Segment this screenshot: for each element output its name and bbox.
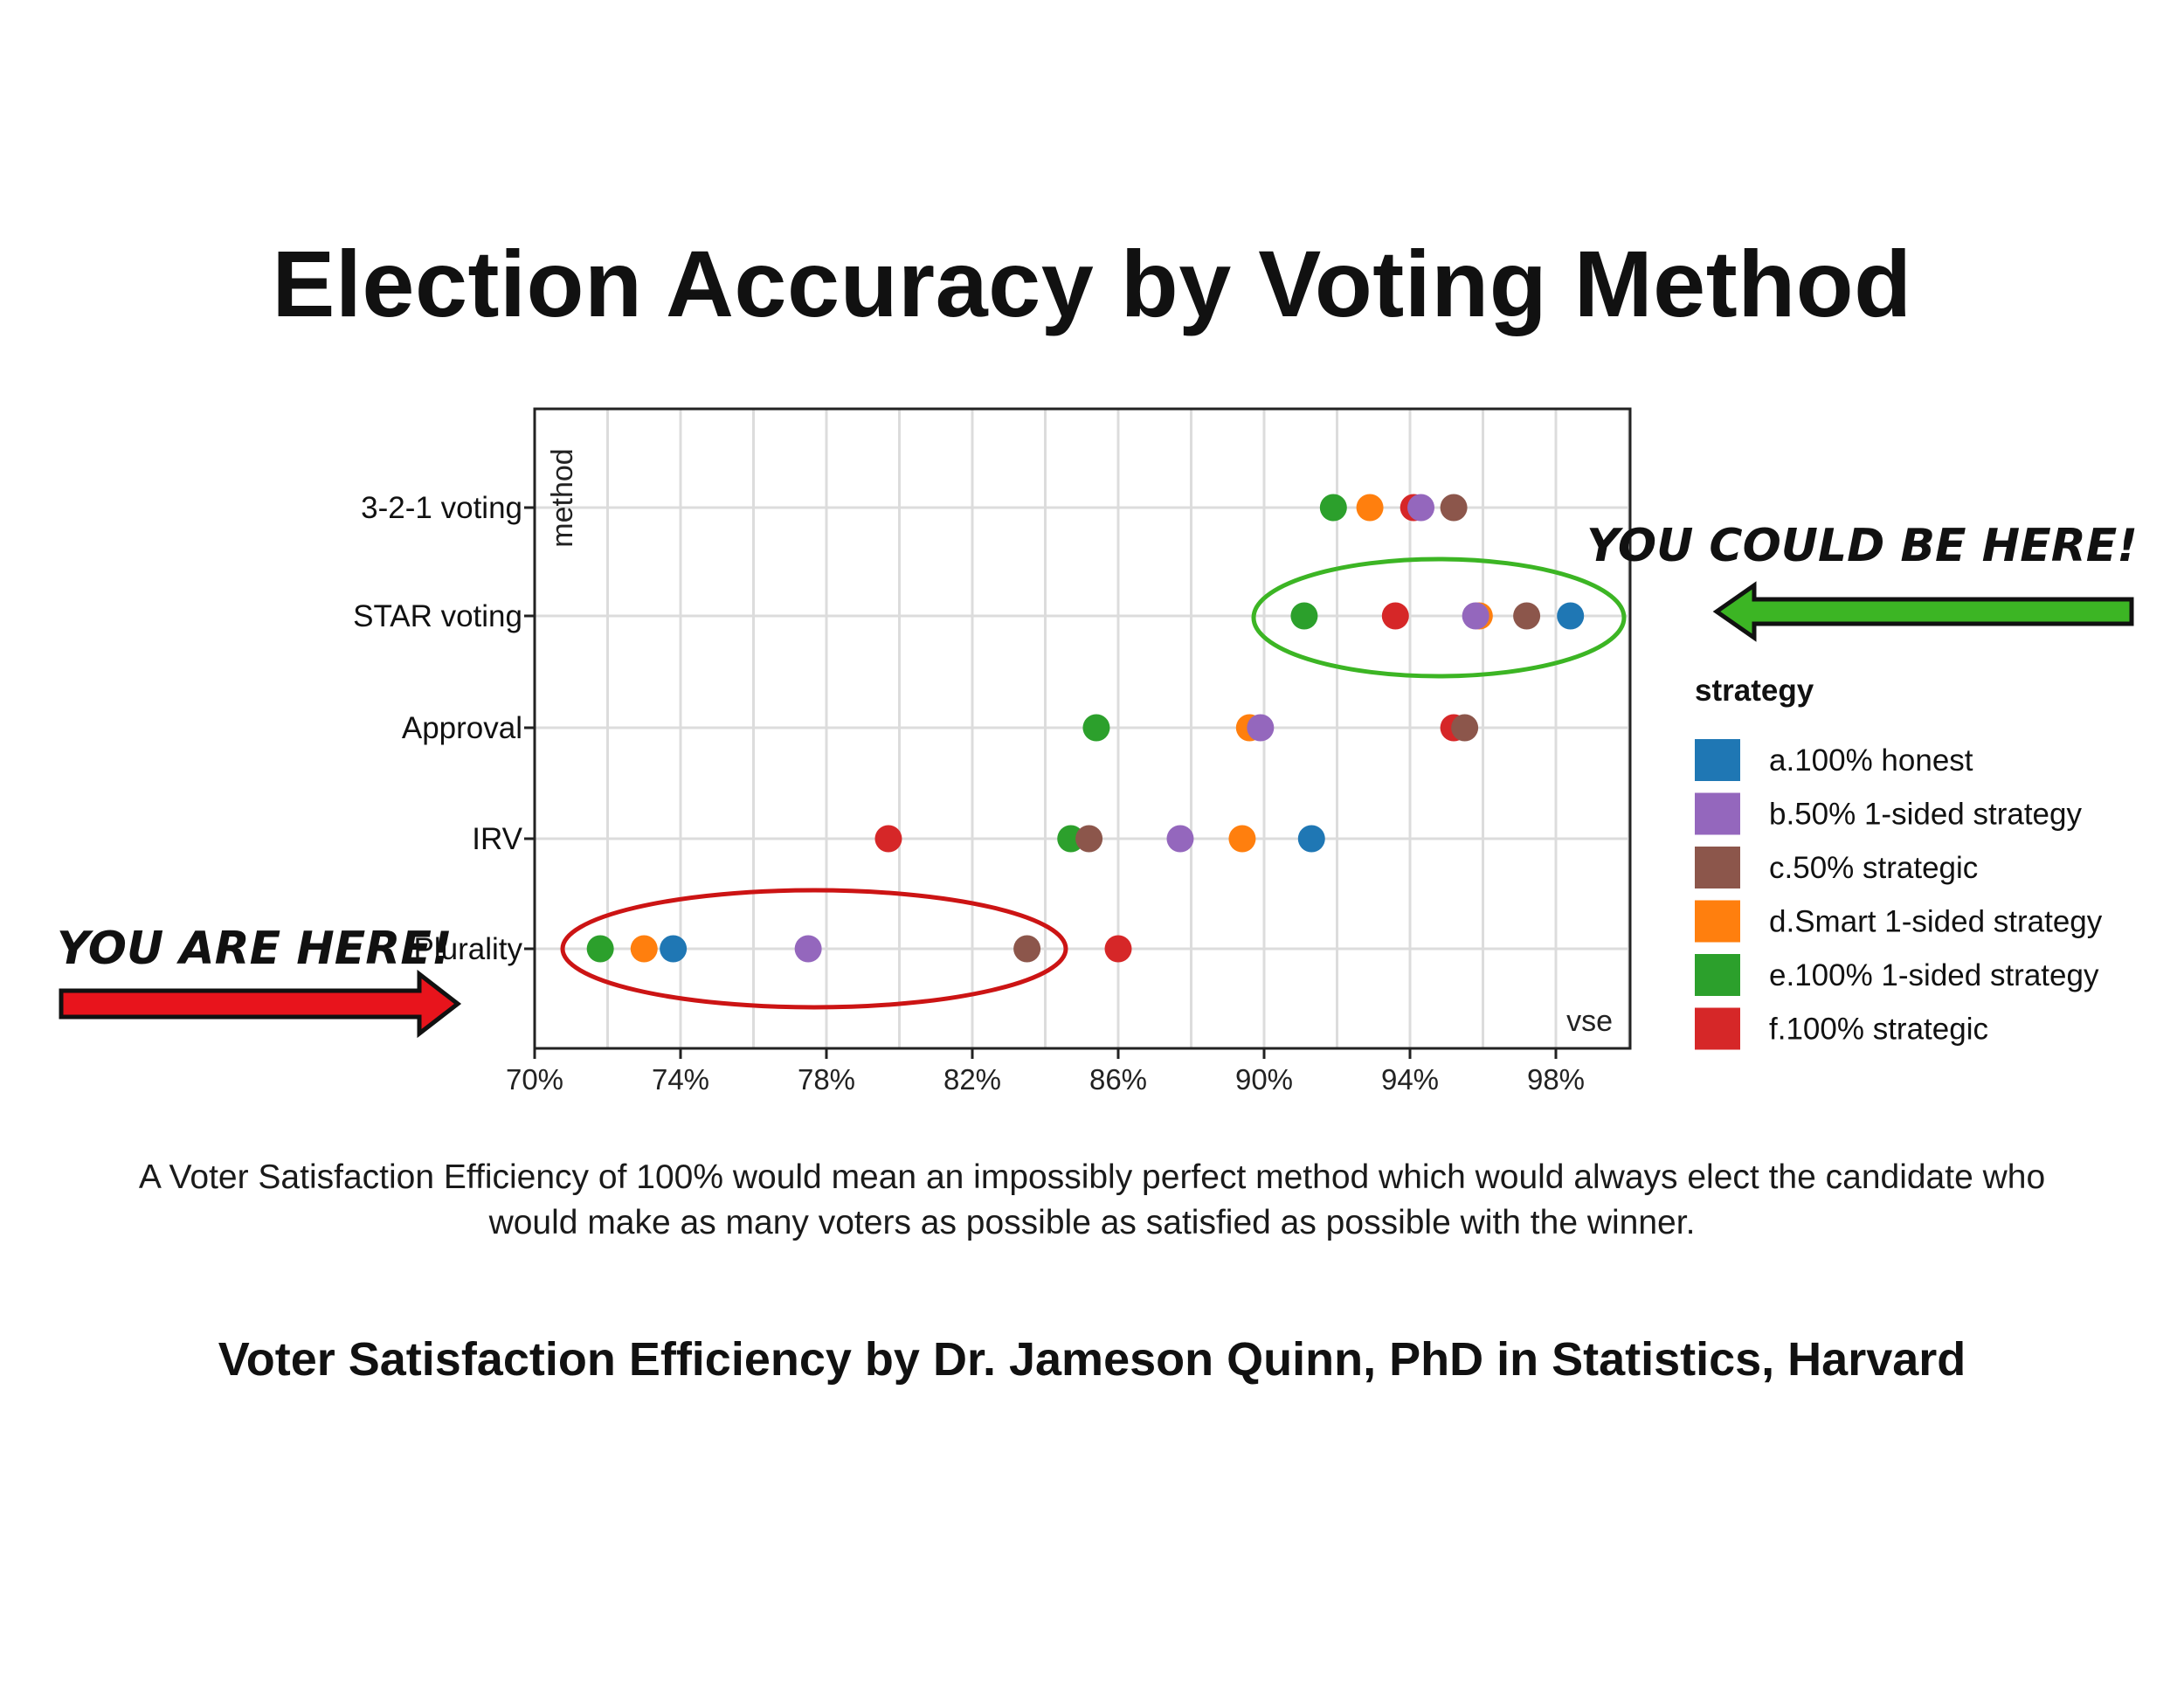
legend-label: c.50% strategic xyxy=(1769,851,1978,885)
data-point xyxy=(1297,825,1325,853)
data-point xyxy=(1319,494,1347,522)
legend-label: e.100% 1-sided strategy xyxy=(1769,958,2099,992)
y-tick-label: STAR voting xyxy=(353,599,522,633)
red-arrow-icon xyxy=(59,969,462,1039)
legend-swatch xyxy=(1695,900,1740,943)
chart-title: Election Accuracy by Voting Method xyxy=(272,231,1912,336)
legend-title: strategy xyxy=(1695,674,1814,708)
data-points xyxy=(586,494,1585,963)
x-tick-label: 98% xyxy=(1527,1063,1585,1096)
data-point xyxy=(1075,825,1103,853)
data-point xyxy=(1247,714,1275,742)
data-point xyxy=(1407,494,1435,522)
plot-frame xyxy=(533,407,1632,1050)
legend-swatch xyxy=(1695,1007,1740,1050)
credit-line: Voter Satisfaction Efficiency by Dr. Jam… xyxy=(218,1333,1966,1386)
x-tick-label: 90% xyxy=(1235,1063,1293,1096)
data-point xyxy=(1082,714,1110,742)
data-point xyxy=(1104,935,1132,963)
data-point xyxy=(1356,494,1384,522)
data-point xyxy=(1451,714,1479,742)
data-point xyxy=(1440,494,1468,522)
data-point xyxy=(1290,602,1318,630)
x-tick-label: 94% xyxy=(1381,1063,1439,1096)
data-point xyxy=(1381,602,1409,630)
plurality-highlight-ellipse xyxy=(560,888,1068,1010)
data-point xyxy=(1228,825,1256,853)
data-point xyxy=(586,935,614,963)
data-point xyxy=(1513,602,1541,630)
y-tick-label: 3-2-1 voting xyxy=(361,491,522,525)
data-point xyxy=(1557,602,1585,630)
data-point xyxy=(1013,935,1041,963)
legend-swatch xyxy=(1695,739,1740,781)
data-point xyxy=(794,935,822,963)
y-axis-label: method xyxy=(546,448,579,547)
star-highlight-ellipse xyxy=(1251,557,1627,679)
legend-swatch xyxy=(1695,792,1740,835)
you-could-be-here-label: YOU COULD BE HERE! xyxy=(1586,520,2138,572)
legend-label: b.50% 1-sided strategy xyxy=(1769,798,2082,832)
legend-swatch xyxy=(1695,847,1740,888)
data-point xyxy=(1166,825,1194,853)
legend-label: f.100% strategic xyxy=(1769,1013,1988,1047)
x-tick-label: 82% xyxy=(943,1063,1001,1096)
y-tick-label: Plurality xyxy=(414,932,523,966)
x-tick-label: 70% xyxy=(506,1063,563,1096)
green-arrow-icon xyxy=(1712,581,2134,642)
data-point xyxy=(1462,602,1489,630)
you-are-here-label: YOU ARE HERE! xyxy=(57,923,453,975)
x-tick-label: 78% xyxy=(798,1063,855,1096)
legend: a.100% honest b.50% 1-sided strategy c.50%… xyxy=(1695,739,2103,1050)
x-tick-label: 86% xyxy=(1089,1063,1147,1096)
caption: A Voter Satisfaction Efficiency of 100% … xyxy=(138,1158,2046,1241)
data-point xyxy=(630,935,658,963)
legend-label: a.100% honest xyxy=(1769,743,1973,778)
legend-swatch xyxy=(1695,954,1740,996)
y-tick-label: Approval xyxy=(402,711,522,745)
legend-label: d.Smart 1-sided strategy xyxy=(1769,905,2103,939)
x-tick-labels: 70% 74% 78% 82% 86% 90% 94% 98% xyxy=(506,1063,1585,1096)
data-point xyxy=(874,825,902,853)
x-axis-label: vse xyxy=(1566,1005,1613,1038)
x-tick-label: 74% xyxy=(652,1063,709,1096)
data-point xyxy=(660,935,688,963)
y-tick-label: IRV xyxy=(472,822,522,856)
y-tick-labels: 3-2-1 voting STAR voting Approval IRV Plural… xyxy=(353,491,523,966)
